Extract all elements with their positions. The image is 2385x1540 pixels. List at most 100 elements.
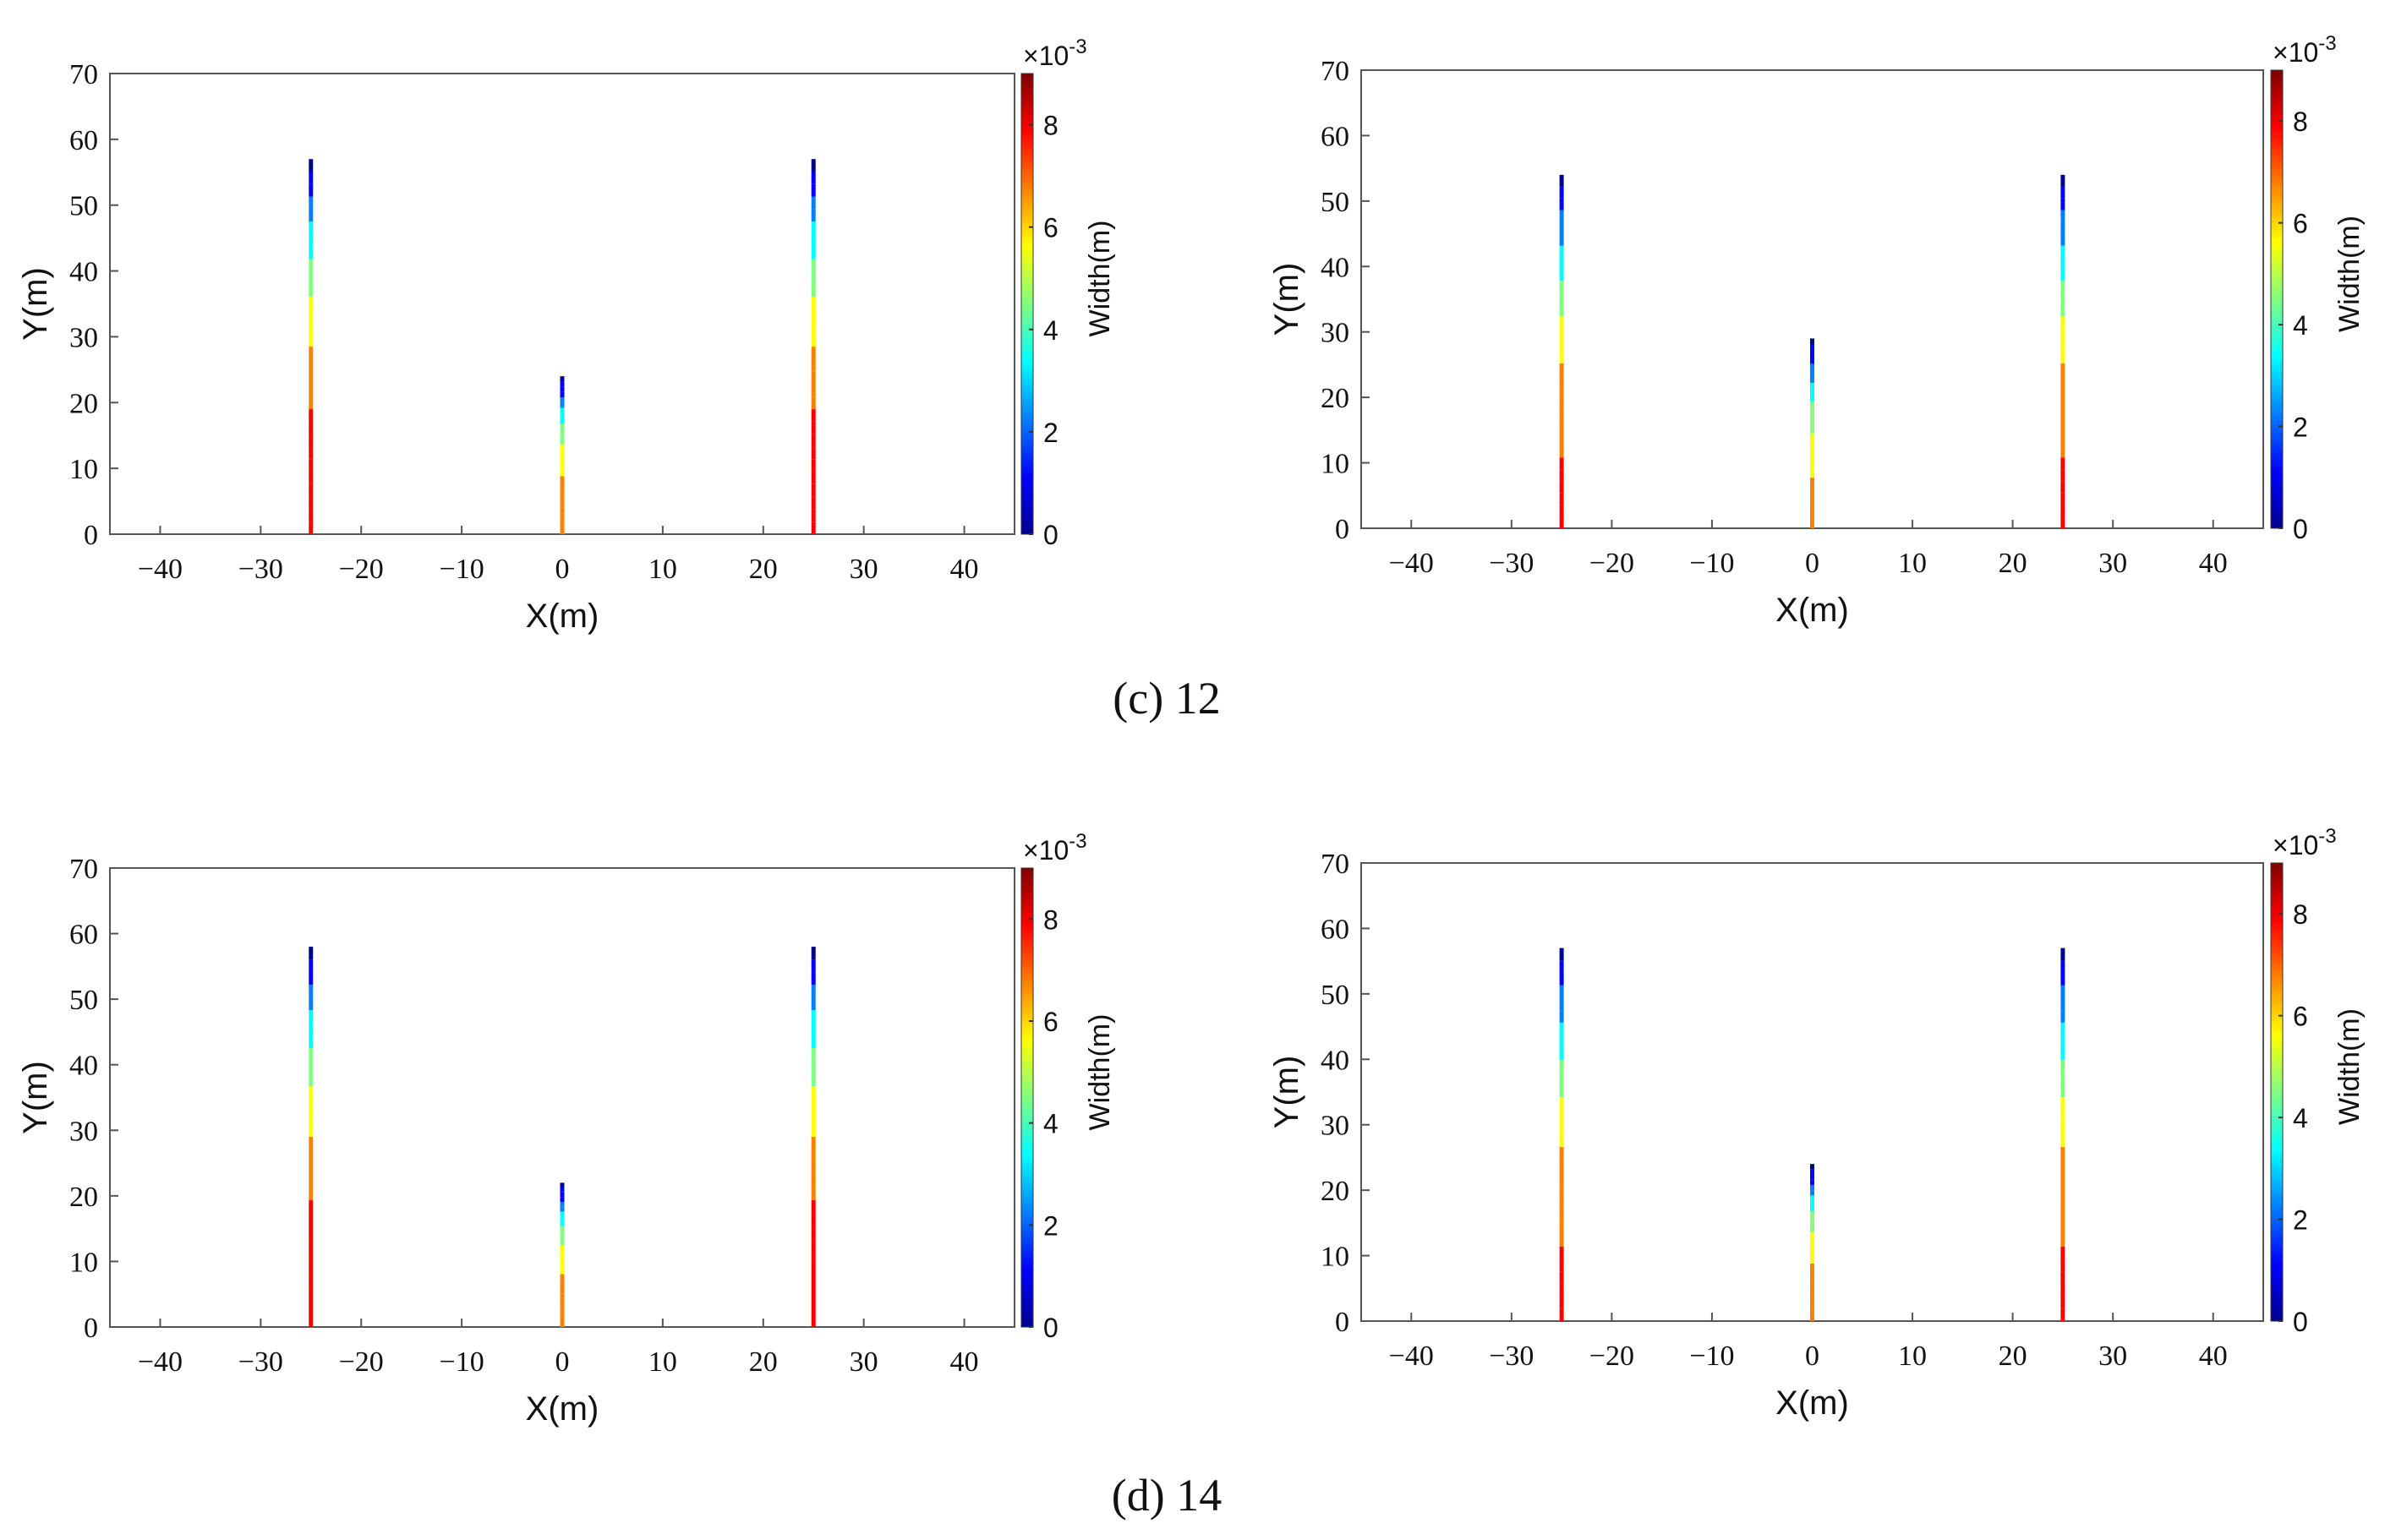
x-tick-label: 30 [2098,548,2127,579]
x-tick-label: 10 [648,554,677,585]
colorbar-label: Width(m) [1084,1014,1116,1131]
colorbar-label: Width(m) [2333,216,2366,332]
y-tick-label: 20 [1321,1176,1349,1207]
chart-panel-2: −40 −30 −20 −10 0 10 20 30 40010203040506070X(m)… [1268,32,2366,629]
y-tick-label: 70 [1321,849,1349,880]
x-tick-label: −40 [1389,548,1434,579]
y-tick-label: 10 [1321,449,1349,480]
colorbar-tick-label: 0 [2293,514,2308,544]
chart-panel-1: −40 −30 −20 −10 0 10 20 30 40010203040506070X(m)… [17,35,1116,635]
x-tick-label: −40 [138,1346,183,1378]
y-tick-label: 60 [69,920,98,951]
x-tick-label: −20 [339,1346,384,1378]
x-tick-label: −20 [339,554,384,585]
y-axis-label: Y(m) [1268,263,1305,336]
x-axis-label: X(m) [526,1390,599,1428]
y-tick-label: 30 [1321,318,1349,349]
y-tick-label: 30 [69,322,98,353]
y-tick-label: 70 [69,59,98,90]
y-tick-label: 20 [69,388,98,419]
y-axis-label: Y(m) [17,1061,54,1134]
colorbar-tick-label: 8 [2293,899,2308,930]
y-tick-label: 30 [69,1116,98,1147]
colorbar-tick-label: 6 [1043,1007,1058,1037]
x-tick-label: −10 [440,1346,484,1378]
colorbar-multiplier: ×10-3 [2273,32,2337,68]
x-tick-label: 0 [555,1346,570,1378]
colorbar-tick-label: 0 [2293,1307,2308,1337]
colorbar-label: Width(m) [1084,221,1116,337]
colorbar-multiplier: ×10-3 [1023,830,1087,866]
colorbar-tick-label: 2 [2293,1205,2308,1236]
x-tick-label: −20 [1589,548,1634,579]
x-tick-label: 0 [1805,548,1819,579]
caption-c: (c) 12 [1113,673,1221,724]
x-tick-label: 0 [1805,1341,1819,1372]
x-tick-label: −40 [138,554,183,585]
y-axis-label: Y(m) [1268,1056,1305,1129]
colorbar-tick-label: 2 [1043,418,1058,448]
x-tick-label: 30 [850,1346,878,1378]
y-tick-label: 0 [84,520,98,551]
y-tick-label: 70 [1321,56,1349,87]
x-axis-label: X(m) [1775,592,1849,629]
y-tick-label: 0 [1335,514,1349,545]
x-tick-label: 10 [1898,548,1927,579]
y-tick-label: 40 [69,1051,98,1082]
colorbar-tick-label: 8 [2293,106,2308,137]
y-tick-label: 40 [1321,252,1349,283]
colorbar-tick-label: 8 [1043,904,1058,935]
x-tick-label: −30 [1489,1341,1534,1372]
y-tick-label: 40 [1321,1045,1349,1076]
y-tick-label: 30 [1321,1111,1349,1142]
colorbar-tick-label: 6 [1043,213,1058,243]
y-tick-label: 60 [69,125,98,156]
x-tick-label: 20 [1999,548,2027,579]
colorbar-tick-label: 4 [1043,315,1058,346]
colorbar-label: Width(m) [2333,1008,2366,1125]
chart-panel-4: −40 −30 −20 −10 0 10 20 30 40010203040506070X(m)… [1268,825,2366,1422]
x-tick-label: −10 [1689,1341,1734,1372]
y-tick-label: 70 [69,854,98,885]
y-tick-label: 0 [1335,1307,1349,1338]
y-tick-label: 10 [69,1247,98,1278]
y-tick-label: 20 [1321,383,1349,414]
y-tick-label: 60 [1321,121,1349,152]
y-tick-label: 50 [1321,980,1349,1011]
colorbar-tick-label: 8 [1043,111,1058,141]
x-tick-label: −10 [440,554,484,585]
colorbar [2270,69,2284,529]
x-axis-label: X(m) [1775,1384,1849,1422]
colorbar [1020,73,1034,535]
colorbar-tick-label: 4 [1043,1109,1058,1139]
x-axis-label: X(m) [526,598,599,635]
x-tick-label: 40 [2199,548,2228,579]
colorbar-tick-label: 2 [2293,412,2308,443]
y-tick-label: 10 [69,454,98,485]
chart-panel-3: −40 −30 −20 −10 0 10 20 30 40010203040506070X(m)… [17,830,1116,1428]
caption-d: (d) 14 [1111,1470,1223,1521]
x-tick-label: 10 [1898,1341,1927,1372]
x-tick-label: 0 [555,554,570,585]
y-axis-label: Y(m) [17,267,54,341]
x-tick-label: −10 [1689,548,1734,579]
colorbar [1020,867,1034,1328]
colorbar-multiplier: ×10-3 [1023,35,1087,71]
x-tick-label: 20 [1999,1341,2027,1372]
y-tick-label: 10 [1321,1242,1349,1273]
y-tick-label: 50 [1321,187,1349,218]
y-tick-label: 60 [1321,914,1349,945]
colorbar [2270,862,2284,1322]
x-tick-label: 40 [950,1346,979,1378]
x-tick-label: −20 [1589,1341,1634,1372]
colorbar-tick-label: 4 [2293,1103,2308,1133]
x-tick-label: 10 [648,1346,677,1378]
colorbar-tick-label: 4 [2293,310,2308,341]
x-tick-label: −40 [1389,1341,1434,1372]
x-tick-label: 30 [850,554,878,585]
x-tick-label: 40 [950,554,979,585]
colorbar-tick-label: 6 [2293,1002,2308,1032]
y-tick-label: 50 [69,191,98,222]
x-tick-label: 40 [2199,1341,2228,1372]
y-tick-label: 20 [69,1182,98,1213]
